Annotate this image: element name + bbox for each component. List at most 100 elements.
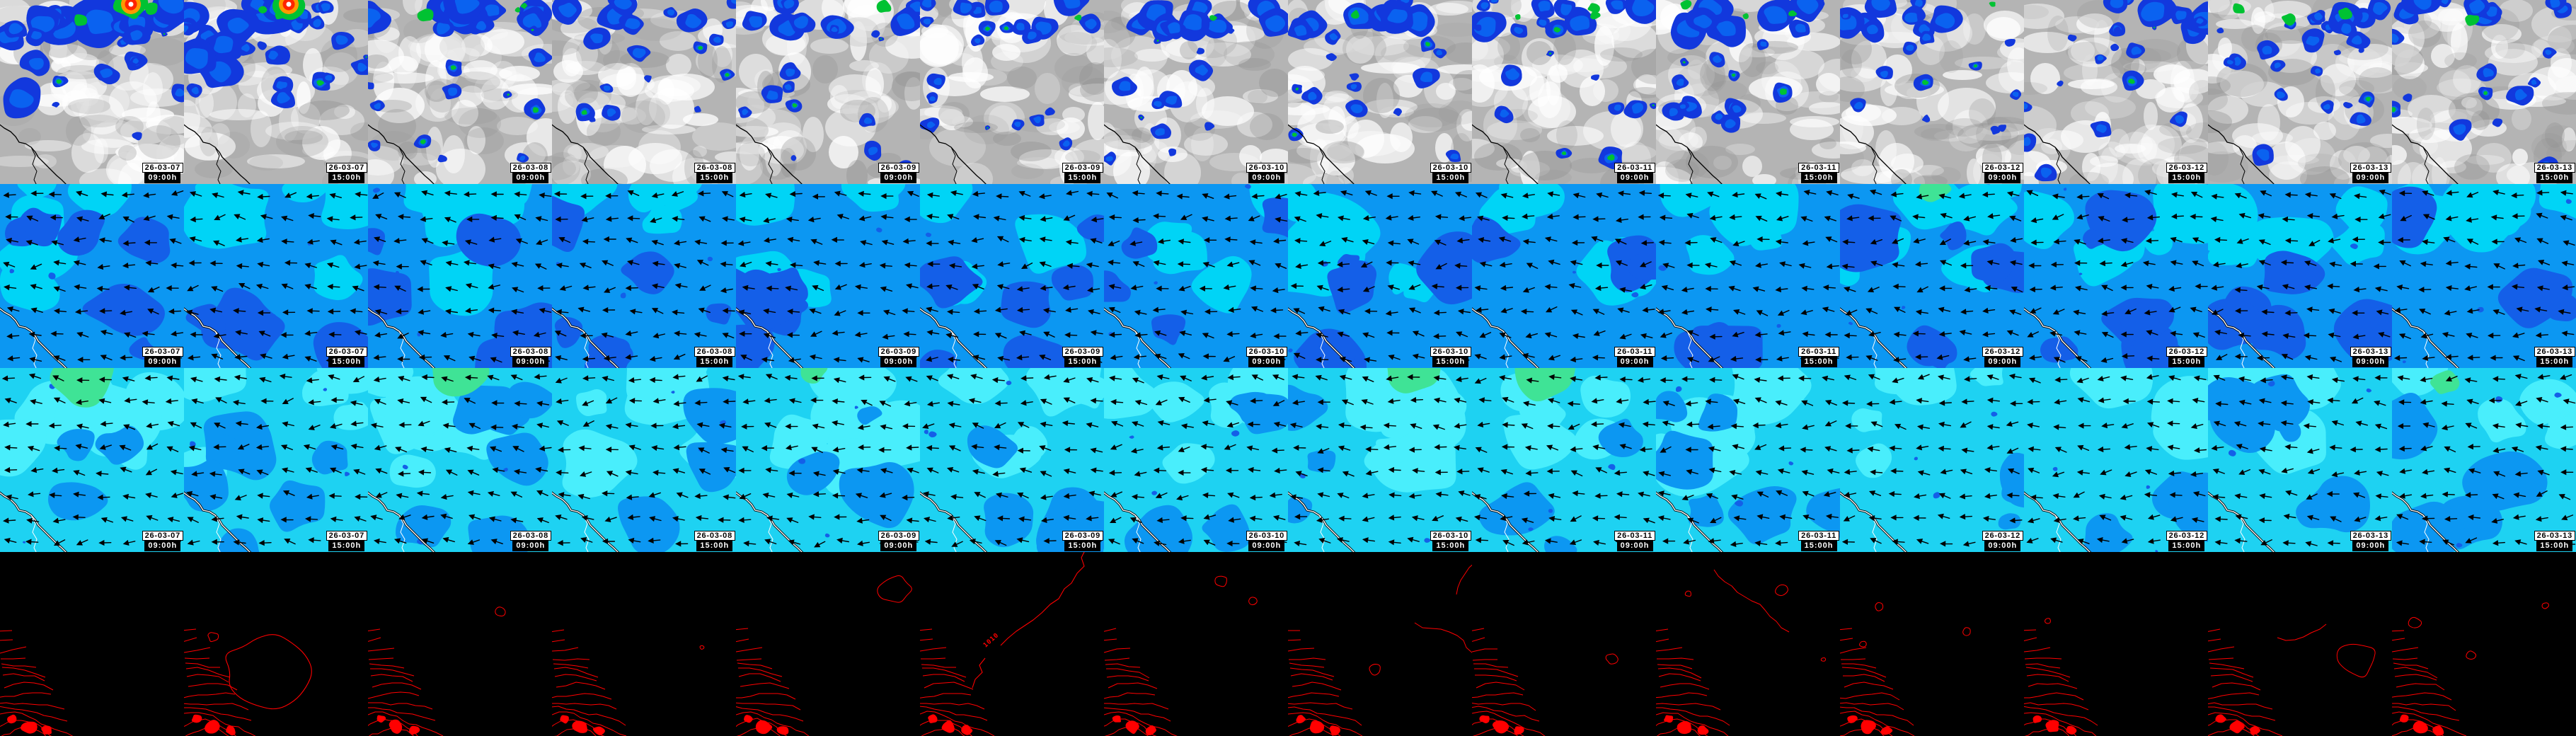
- precipitation-blobs: [0, 0, 184, 141]
- panel-wind-field-cyan-c13[interactable]: 26-03-13 09:00h: [2208, 368, 2392, 552]
- precipitation-blobs: [552, 0, 736, 122]
- sea-level-pressure-map: [1656, 552, 1840, 736]
- timestamp-date: 26-03-08: [694, 531, 735, 541]
- wind-arrows: [185, 373, 368, 546]
- panel-sea-level-pressure-c3[interactable]: [368, 552, 552, 736]
- panel-sea-level-pressure-c12[interactable]: [2024, 552, 2208, 736]
- panel-wind-field-cyan-c5[interactable]: 26-03-09 09:00h: [736, 368, 920, 552]
- panel-sea-level-pressure-c2[interactable]: [184, 552, 368, 736]
- timestamp-stamp: 26-03-12 09:00h: [1982, 163, 2023, 183]
- timestamp-time: 09:00h: [1616, 357, 1653, 367]
- panel-sea-level-pressure-c14[interactable]: [2392, 552, 2576, 736]
- row-wind-field-cyan: 26-03-07 09:00h 26-03-07 15:00h 26-03-08…: [0, 368, 2576, 552]
- panel-wind-field-cyan-c4[interactable]: 26-03-08 15:00h: [552, 368, 736, 552]
- timestamp-time: 09:00h: [512, 173, 549, 183]
- precipitation-blobs: [184, 0, 368, 109]
- coastline: [552, 124, 619, 184]
- wind-arrows: [3, 190, 184, 364]
- wind-arrows: [1841, 189, 2023, 363]
- panel-wind-field-cyan-c12[interactable]: 26-03-12 15:00h: [2024, 368, 2208, 552]
- timestamp-stamp: 26-03-10 09:00h: [1246, 163, 1287, 183]
- panel-cloud-precipitation-c4[interactable]: 26-03-08 15:00h: [552, 0, 736, 184]
- panel-cloud-precipitation-c12[interactable]: 26-03-12 15:00h: [2024, 0, 2208, 184]
- panel-sea-level-pressure-c1[interactable]: [0, 552, 184, 736]
- panel-cloud-precipitation-c10[interactable]: 26-03-11 15:00h: [1656, 0, 1840, 184]
- panel-wind-field-blue-c1[interactable]: 26-03-07 09:00h: [0, 184, 184, 368]
- panel-wind-field-cyan-c6[interactable]: 26-03-09 15:00h: [920, 368, 1104, 552]
- panel-wind-field-blue-c6[interactable]: 26-03-09 15:00h: [920, 184, 1104, 368]
- panel-sea-level-pressure-c6[interactable]: 1010: [920, 552, 1104, 736]
- timestamp-time: 15:00h: [696, 173, 733, 183]
- wind-field-blue-map: [1840, 184, 2024, 368]
- panel-wind-field-blue-c7[interactable]: 26-03-10 09:00h: [1104, 184, 1288, 368]
- timestamp-stamp: 26-03-07 09:00h: [142, 347, 183, 367]
- panel-sea-level-pressure-c8[interactable]: [1288, 552, 1472, 736]
- panel-cloud-precipitation-c3[interactable]: 26-03-08 09:00h: [368, 0, 552, 184]
- panel-wind-field-cyan-c2[interactable]: 26-03-07 15:00h: [184, 368, 368, 552]
- precipitation-blobs: [2216, 0, 2391, 166]
- timestamp-time: 15:00h: [1064, 173, 1101, 183]
- pressure-contours: [1656, 569, 1827, 736]
- timestamp-date: 26-03-12: [1982, 163, 2023, 173]
- wind-field-cyan-map: [2024, 368, 2208, 552]
- panel-wind-field-blue-c13[interactable]: 26-03-13 09:00h: [2208, 184, 2392, 368]
- panel-wind-field-cyan-c11[interactable]: 26-03-12 09:00h: [1840, 368, 2024, 552]
- field-patches: [769, 368, 920, 538]
- panel-cloud-precipitation-c1[interactable]: 26-03-07 09:00h: [0, 0, 184, 184]
- coastline: [1472, 124, 1539, 184]
- precipitation-blobs: [1104, 0, 1288, 166]
- timestamp-date: 26-03-13: [2350, 163, 2391, 173]
- panel-wind-field-cyan-c10[interactable]: 26-03-11 15:00h: [1656, 368, 1840, 552]
- cloud-precipitation-map: [1656, 0, 1840, 184]
- panel-wind-field-blue-c4[interactable]: 26-03-08 15:00h: [552, 184, 736, 368]
- cloud-precipitation-map: [2208, 0, 2392, 184]
- panel-cloud-precipitation-c13[interactable]: 26-03-13 09:00h: [2208, 0, 2392, 184]
- timestamp-date: 26-03-09: [1062, 531, 1103, 541]
- coastline: [1840, 307, 1908, 368]
- precipitation-blobs: [1662, 0, 1825, 133]
- panel-sea-level-pressure-c4[interactable]: [552, 552, 736, 736]
- panel-cloud-precipitation-c6[interactable]: 26-03-09 15:00h: [920, 0, 1104, 184]
- timestamp-date: 26-03-10: [1246, 163, 1287, 173]
- coastline: [368, 491, 436, 552]
- panel-cloud-precipitation-c7[interactable]: 26-03-10 09:00h: [1104, 0, 1288, 184]
- panel-sea-level-pressure-c13[interactable]: [2208, 552, 2392, 736]
- wind-field-cyan-map: [552, 368, 736, 552]
- panel-sea-level-pressure-c9[interactable]: [1472, 552, 1656, 736]
- panel-wind-field-blue-c9[interactable]: 26-03-11 09:00h: [1472, 184, 1656, 368]
- panel-cloud-precipitation-c11[interactable]: 26-03-12 09:00h: [1840, 0, 2024, 184]
- panel-sea-level-pressure-c10[interactable]: [1656, 552, 1840, 736]
- panel-cloud-precipitation-c8[interactable]: 26-03-10 15:00h: [1288, 0, 1472, 184]
- panel-cloud-precipitation-c9[interactable]: 26-03-11 09:00h: [1472, 0, 1656, 184]
- panel-wind-field-cyan-c1[interactable]: 26-03-07 09:00h: [0, 368, 184, 552]
- panel-cloud-precipitation-c14[interactable]: 26-03-13 15:00h: [2392, 0, 2576, 184]
- wind-arrows: [1474, 190, 1655, 363]
- panel-wind-field-blue-c12[interactable]: 26-03-12 15:00h: [2024, 184, 2208, 368]
- panel-wind-field-blue-c10[interactable]: 26-03-11 15:00h: [1656, 184, 1840, 368]
- panel-wind-field-blue-c3[interactable]: 26-03-08 09:00h: [368, 184, 552, 368]
- panel-wind-field-cyan-c9[interactable]: 26-03-11 09:00h: [1472, 368, 1656, 552]
- panel-sea-level-pressure-c11[interactable]: [1840, 552, 2024, 736]
- panel-wind-field-blue-c11[interactable]: 26-03-12 09:00h: [1840, 184, 2024, 368]
- panel-wind-field-cyan-c14[interactable]: 26-03-13 15:00h: [2392, 368, 2576, 552]
- panel-cloud-precipitation-c5[interactable]: 26-03-09 09:00h: [736, 0, 920, 184]
- panel-sea-level-pressure-c7[interactable]: [1104, 552, 1288, 736]
- pressure-contours: [736, 575, 912, 736]
- panel-wind-field-blue-c8[interactable]: 26-03-10 15:00h: [1288, 184, 1472, 368]
- panel-cloud-precipitation-c2[interactable]: 26-03-07 15:00h: [184, 0, 368, 184]
- timestamp-stamp: 26-03-11 09:00h: [1614, 163, 1655, 183]
- sea-level-pressure-map: [552, 552, 736, 736]
- panel-wind-field-cyan-c3[interactable]: 26-03-08 09:00h: [368, 368, 552, 552]
- panel-wind-field-cyan-c8[interactable]: 26-03-10 15:00h: [1288, 368, 1472, 552]
- coastline: [1288, 124, 1355, 184]
- panel-wind-field-cyan-c7[interactable]: 26-03-10 09:00h: [1104, 368, 1288, 552]
- wind-field-cyan-map: [1472, 368, 1656, 552]
- panel-wind-field-blue-c5[interactable]: 26-03-09 09:00h: [736, 184, 920, 368]
- field-patches: [1851, 368, 2024, 530]
- wind-field-blue-map: [1288, 184, 1472, 368]
- timestamp-stamp: 26-03-12 09:00h: [1982, 347, 2023, 367]
- panel-wind-field-blue-c14[interactable]: 26-03-13 15:00h: [2392, 184, 2576, 368]
- panel-sea-level-pressure-c5[interactable]: [736, 552, 920, 736]
- timestamp-stamp: 26-03-11 15:00h: [1798, 163, 1839, 183]
- panel-wind-field-blue-c2[interactable]: 26-03-07 15:00h: [184, 184, 368, 368]
